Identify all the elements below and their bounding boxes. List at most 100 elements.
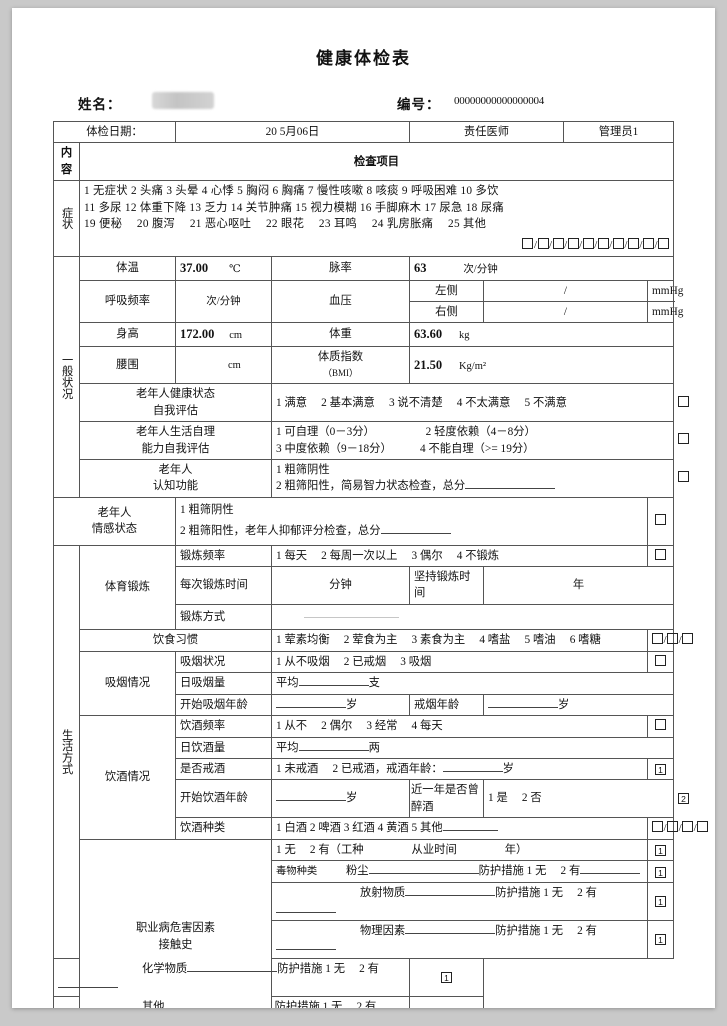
diet-checkbox-1[interactable] (667, 633, 679, 645)
smoke-status-checkbox-cell[interactable] (646, 651, 675, 674)
symptom-checkbox-5[interactable] (597, 238, 609, 250)
symptom-checkbox-7[interactable] (627, 238, 639, 250)
smoking-status-row: 吸烟情况 吸烟状况 1 从不吸烟 2 已戒烟 3 吸烟 (53, 651, 675, 717)
drunk-options: 1 是 2 否 (482, 779, 675, 819)
protect-blank-3[interactable] (57, 977, 118, 989)
content-label: 内容 (52, 142, 80, 182)
weight-value-cell: 63.60 kg (408, 322, 675, 347)
occupational-head-value-box[interactable]: 1 (655, 844, 666, 856)
occupational-item-blank-0[interactable] (368, 863, 479, 875)
drink-type-checkbox-0[interactable] (652, 821, 663, 833)
drink-type-other-blank[interactable] (442, 820, 498, 832)
symptom-checkbox-8[interactable] (642, 238, 654, 250)
occupational-head-value-cell[interactable]: 1 (646, 838, 675, 862)
drink-type-checkbox-group[interactable]: / / / (646, 817, 709, 840)
adl-checkbox[interactable] (678, 433, 690, 445)
drink-type-checkbox-3[interactable] (697, 821, 709, 833)
drunk-value-box[interactable]: 2 (678, 793, 690, 805)
smoke-quit-blank[interactable] (487, 697, 558, 708)
cognition-label-1: 老年人 (158, 463, 193, 476)
exercise-frequency-checkbox[interactable] (655, 548, 666, 560)
occupational-item-name-1: 放射物质 (359, 887, 406, 900)
occupational-item-blank-2[interactable] (405, 923, 496, 935)
occupational-row-cell-1: 放射物质 防护措施 1 无 2 有 (270, 882, 649, 922)
smoke-daily-blank[interactable] (298, 675, 369, 687)
temperature-label: 体温 (78, 256, 176, 281)
drink-daily-blank[interactable] (298, 740, 369, 751)
protect-blank-2[interactable] (275, 939, 336, 951)
emotion-line-1: 1 粗筛阴性 (179, 503, 234, 516)
symptoms-checkbox-group[interactable]: / / / / / / / / / (84, 232, 670, 254)
cognition-line-2: 2 粗筛阳性，简易智力状态检查，总分 (276, 478, 669, 494)
emotion-checkbox-cell[interactable] (646, 496, 675, 546)
exercise-frequency-checkbox-cell[interactable] (646, 544, 675, 567)
drink-type-checkbox-2[interactable] (682, 821, 694, 833)
drink-quit-value-cell[interactable]: 1 (646, 757, 675, 781)
protect-label-3: 防护措施 (277, 962, 323, 975)
general-section-label: 一般状况 (52, 256, 80, 498)
toxin-label: 毒物种类 (275, 866, 318, 878)
exercise-type-value[interactable] (270, 603, 675, 631)
checkbox-separator: / (663, 634, 667, 647)
emotion-score-blank[interactable] (380, 523, 451, 535)
diet-checkbox-2[interactable] (682, 633, 694, 645)
drink-type-checkbox-1[interactable] (667, 821, 679, 833)
occupational-value-cell-2[interactable]: 1 (646, 920, 675, 959)
doctor-value: 管理员1 (562, 120, 675, 144)
occupational-value-cell-4[interactable]: 1 (408, 995, 484, 1008)
occupational-item-blank-4[interactable] (165, 999, 275, 1008)
exam-date-row: 体检日期： 20 5月06日 责任医师 管理员1 (52, 120, 675, 144)
smoke-status-checkbox[interactable] (655, 655, 666, 667)
symptom-checkbox-9[interactable] (658, 238, 670, 250)
drink-daily-prefix: 平均 (275, 741, 299, 754)
emotion-label: 老年人 情感状态 (52, 496, 176, 546)
symptom-checkbox-0[interactable] (522, 238, 534, 250)
id-value: 00000000000000004 (454, 95, 545, 107)
occupational-value-cell-0[interactable]: 1 (646, 860, 675, 884)
symptom-checkbox-6[interactable] (612, 238, 624, 250)
smoke-start-blank[interactable] (275, 697, 346, 708)
smoke-quit-value: 岁 (482, 693, 675, 717)
protect-blank-1[interactable] (275, 902, 336, 913)
drink-start-unit: 岁 (345, 792, 358, 805)
cognition-checkbox[interactable] (678, 471, 690, 483)
symptom-checkbox-2[interactable] (552, 238, 564, 250)
drink-frequency-checkbox[interactable] (655, 719, 666, 731)
occupational-value-cell-1[interactable]: 1 (646, 882, 675, 922)
symptom-checkbox-4[interactable] (582, 238, 594, 250)
cognition-label: 老年人 认知功能 (78, 458, 272, 498)
cognition-score-blank[interactable] (465, 478, 556, 490)
bmi-label-text: 体质指数 (317, 350, 364, 363)
self-health-checkbox[interactable] (678, 395, 690, 407)
drink-quit-age-blank[interactable] (442, 761, 503, 772)
adl-label-2: 能力自我评估 (141, 442, 210, 455)
drink-frequency-checkbox-cell[interactable] (646, 715, 675, 738)
occupational-row-cell-2: 物理因素 防护措施 1 无 2 有 (270, 920, 649, 959)
drink-start-blank[interactable] (275, 790, 346, 802)
protect-blank-0[interactable] (580, 863, 641, 875)
smoke-start-unit: 岁 (345, 698, 358, 711)
diet-checkbox-0[interactable] (652, 633, 663, 645)
exercise-type-blank[interactable] (303, 608, 399, 618)
emotion-checkbox[interactable] (655, 513, 666, 525)
symptoms-line-3: 19 便秘 20 腹泻 21 恶心呕吐 22 眼花 23 耳鸣 24 乳房胀痛 … (83, 217, 487, 230)
occupational-value-box-3[interactable]: 1 (440, 971, 452, 983)
checkbox-separator: / (533, 239, 538, 252)
occupational-value-box-1[interactable]: 1 (655, 896, 666, 908)
occupational-value-box-2[interactable]: 1 (655, 934, 666, 946)
adl-row: 老年人生活自理 能力自我评估 1 可自理（0－3分） 2 轻度依赖（4－8分） … (53, 421, 690, 460)
occupational-value-box-0[interactable]: 1 (655, 866, 666, 878)
protect-options-0: 1 无 2 有 (526, 865, 581, 878)
occupational-value-cell-3[interactable]: 1 (408, 957, 484, 997)
checkbox-separator: / (594, 239, 598, 252)
symptom-checkbox-3[interactable] (567, 238, 579, 250)
occupational-item-blank-3[interactable] (187, 961, 278, 972)
diet-checkbox-group[interactable]: / / (646, 629, 694, 653)
height-value-cell: 172.00 cm (174, 322, 272, 347)
symptom-checkbox-1[interactable] (537, 238, 549, 250)
occupational-item-blank-1[interactable] (405, 885, 496, 897)
exercise-frequency-row: 生活方式 体育锻炼 锻炼频率 1 每天 2 每周一次以上 3 偶尔 4 不锻炼 (52, 544, 675, 959)
drink-quit-value-box[interactable]: 1 (655, 763, 666, 775)
drink-label: 饮酒情况 (78, 715, 176, 840)
respiration-value-cell: 次/分钟 (174, 279, 272, 324)
